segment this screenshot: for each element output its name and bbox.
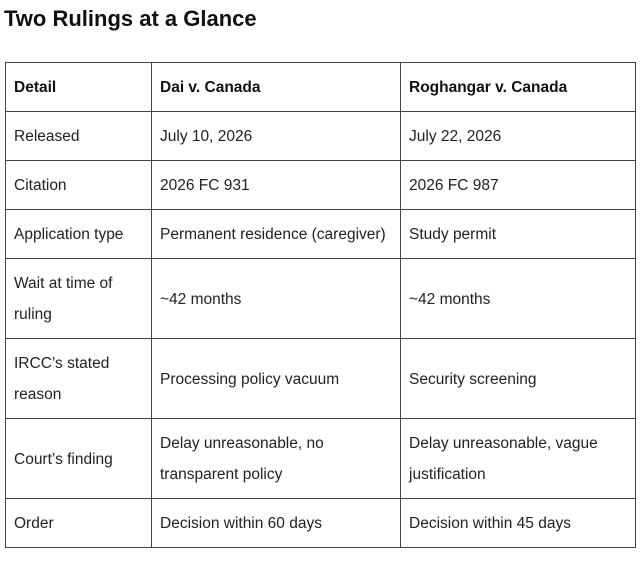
- roghangar-cell: July 22, 2026: [400, 111, 636, 161]
- table-row: Application type Permanent residence (ca…: [5, 209, 636, 259]
- row-label: Wait at time of ruling: [5, 258, 152, 339]
- roghangar-cell: Study permit: [400, 209, 636, 259]
- table-row: Released July 10, 2026 July 22, 2026: [5, 111, 636, 161]
- dai-cell: Decision within 60 days: [151, 498, 401, 548]
- header-roghangar-v-canada: Roghangar v. Canada: [400, 62, 636, 112]
- dai-cell: Processing policy vacuum: [151, 338, 401, 419]
- dai-cell: 2026 FC 931: [151, 160, 401, 210]
- roghangar-cell: 2026 FC 987: [400, 160, 636, 210]
- row-label: IRCC’s stated reason: [5, 338, 152, 419]
- table-row: Order Decision within 60 days Decision w…: [5, 498, 636, 548]
- dai-cell: ~42 months: [151, 258, 401, 339]
- row-label: Court’s finding: [5, 418, 152, 499]
- roghangar-cell: ~42 months: [400, 258, 636, 339]
- roghangar-cell: Delay unreasonable, vague justification: [400, 418, 636, 499]
- table-row: IRCC’s stated reason Processing policy v…: [5, 338, 636, 419]
- roghangar-cell: Decision within 45 days: [400, 498, 636, 548]
- dai-cell: Delay unreasonable, no transparent polic…: [151, 418, 401, 499]
- table-row: Citation 2026 FC 931 2026 FC 987: [5, 160, 636, 210]
- dai-cell: Permanent residence (caregiver): [151, 209, 401, 259]
- row-label: Released: [5, 111, 152, 161]
- row-label: Order: [5, 498, 152, 548]
- rulings-comparison-table: Detail Dai v. Canada Roghangar v. Canada…: [5, 62, 636, 548]
- dai-cell: July 10, 2026: [151, 111, 401, 161]
- row-label: Application type: [5, 209, 152, 259]
- table-header-row: Detail Dai v. Canada Roghangar v. Canada: [5, 62, 636, 112]
- header-detail: Detail: [5, 62, 152, 112]
- roghangar-cell: Security screening: [400, 338, 636, 419]
- table-row: Court’s finding Delay unreasonable, no t…: [5, 418, 636, 499]
- page-title: Two Rulings at a Glance: [4, 6, 257, 31]
- table-row: Wait at time of ruling ~42 months ~42 mo…: [5, 258, 636, 339]
- row-label: Citation: [5, 160, 152, 210]
- header-dai-v-canada: Dai v. Canada: [151, 62, 401, 112]
